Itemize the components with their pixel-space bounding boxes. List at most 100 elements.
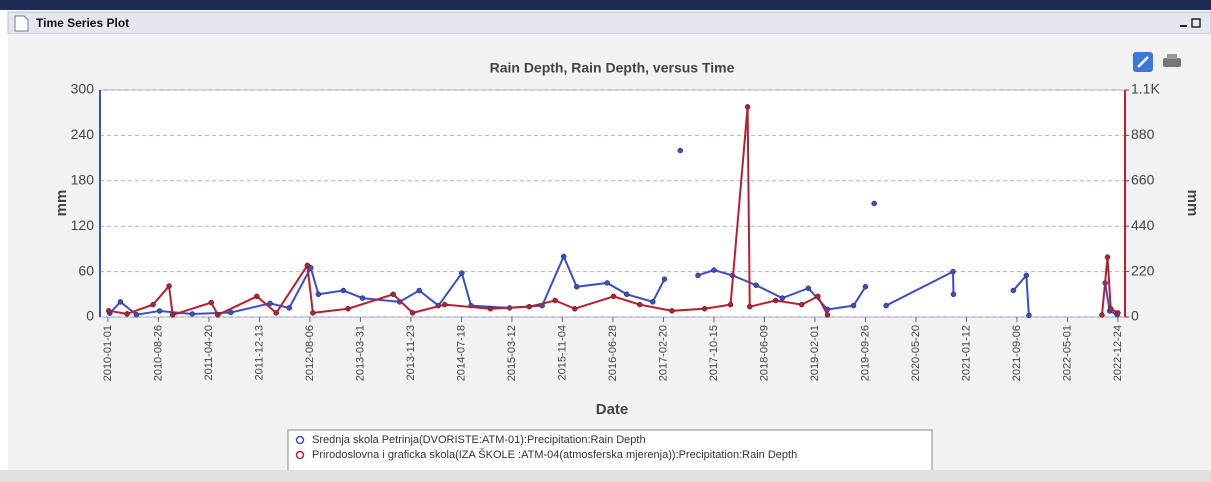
data-point: [208, 299, 214, 306]
x-tick-label: 2012-08-06: [304, 325, 316, 381]
y-tick-label: 0: [86, 308, 94, 324]
data-point: [798, 301, 805, 308]
data-point: [805, 285, 812, 291]
x-tick-label: 2019-09-26: [859, 325, 871, 381]
data-point: [1115, 310, 1121, 316]
scrollbar[interactable]: [0, 470, 1211, 482]
data-point: [526, 303, 532, 310]
legend-marker: [295, 435, 305, 445]
legend-marker: [295, 450, 305, 460]
minimize-button[interactable]: [1180, 25, 1187, 27]
chart-title: Rain Depth, Rain Depth, versus Time: [490, 60, 735, 76]
data-point: [610, 293, 617, 300]
data-point: [1104, 254, 1111, 260]
data-point: [459, 270, 465, 276]
doc-icon: [14, 15, 29, 32]
data-point: [950, 291, 957, 298]
data-point: [862, 283, 869, 290]
y2-tick-label: 660: [1131, 172, 1155, 188]
data-point: [824, 312, 831, 318]
data-point: [744, 104, 751, 110]
data-point: [637, 301, 643, 308]
x-tick-label: 2016-06-28: [607, 325, 619, 381]
print-icon-top: [1167, 54, 1177, 59]
data-point: [267, 300, 273, 307]
x-tick-label: 2015-03-12: [506, 325, 518, 381]
series-line: [108, 106, 1119, 317]
legend-label: Srednja skola Petrinja(DVORISTE:ATM-01):…: [312, 434, 646, 446]
x-tick-label: 2010-08-26: [152, 325, 164, 381]
data-point: [573, 283, 580, 290]
data-point: [215, 312, 221, 318]
data-point: [753, 282, 759, 288]
x-tick-label: 2019-02-01: [809, 325, 821, 381]
data-point: [572, 305, 578, 312]
data-point: [105, 308, 112, 314]
data-point: [661, 276, 668, 282]
data-point: [624, 291, 630, 298]
x-tick-label: 2017-10-15: [708, 325, 720, 381]
y2-tick-label: 880: [1131, 126, 1155, 142]
x-tick-label: 2013-03-31: [354, 325, 366, 381]
data-point: [228, 309, 234, 316]
data-point: [1023, 272, 1030, 279]
x-tick-label: 2014-07-18: [455, 325, 467, 381]
y-tick-label: 120: [71, 217, 95, 233]
data-point: [677, 147, 684, 154]
data-point: [815, 293, 821, 300]
data-point: [560, 253, 567, 260]
x-tick-label: 2015-11-04: [556, 325, 568, 380]
data-point: [345, 305, 351, 312]
y2-tick-label: 220: [1131, 262, 1155, 278]
data-point: [254, 293, 260, 300]
data-point: [304, 262, 311, 269]
data-point: [189, 311, 196, 317]
data-point: [695, 272, 701, 279]
data-point: [117, 299, 124, 305]
y2-axis-label: mm: [1184, 190, 1201, 217]
data-point: [166, 283, 172, 289]
data-point: [746, 303, 753, 310]
y2-tick-label: 0: [1131, 308, 1139, 324]
data-point: [169, 312, 176, 318]
legend: [287, 429, 933, 476]
y-tick-label: 240: [71, 126, 95, 142]
plot-area: [99, 89, 1126, 318]
data-point: [650, 299, 656, 305]
title-bar: [7, 11, 1211, 35]
print-button[interactable]: [1163, 58, 1181, 67]
legend-label: Prirodoslovna i graficka skola(IZA ŠKOLE…: [312, 448, 797, 461]
x-axis-label: Date: [596, 401, 629, 418]
x-tick-label: 2011-12-13: [253, 325, 265, 380]
data-point: [286, 305, 292, 311]
data-point: [779, 295, 786, 301]
data-point: [772, 297, 779, 304]
data-point: [315, 291, 322, 298]
x-tick-label: 2017-02-20: [657, 325, 669, 381]
y-tick-label: 300: [71, 81, 95, 97]
maximize-button[interactable]: [1191, 18, 1201, 28]
data-point: [273, 310, 279, 316]
data-point: [711, 267, 717, 273]
x-tick-label: 2021-01-12: [960, 325, 972, 381]
data-point: [950, 268, 956, 275]
x-tick-label: 2013-11-23: [405, 325, 417, 380]
data-point: [409, 310, 416, 316]
x-tick-label: 2022-05-01: [1061, 325, 1073, 381]
data-point: [727, 301, 734, 308]
y-tick-label: 180: [71, 172, 95, 188]
y-tick-label: 60: [78, 262, 94, 278]
data-point: [359, 295, 366, 301]
plot: 0 60 120 180 240 300 0 220 440 660 880 1.1K 2010-01-…: [71, 81, 1161, 382]
data-point: [1099, 312, 1105, 318]
data-point: [1026, 312, 1032, 319]
data-point: [340, 287, 347, 294]
y2-tick-label: 440: [1131, 217, 1155, 233]
top-strip: [0, 0, 1211, 10]
data-point: [850, 302, 857, 309]
link-icon: [1137, 56, 1149, 68]
x-tick-label: 2021-09-06: [1011, 325, 1023, 381]
data-point: [133, 311, 140, 318]
data-point: [871, 200, 877, 207]
